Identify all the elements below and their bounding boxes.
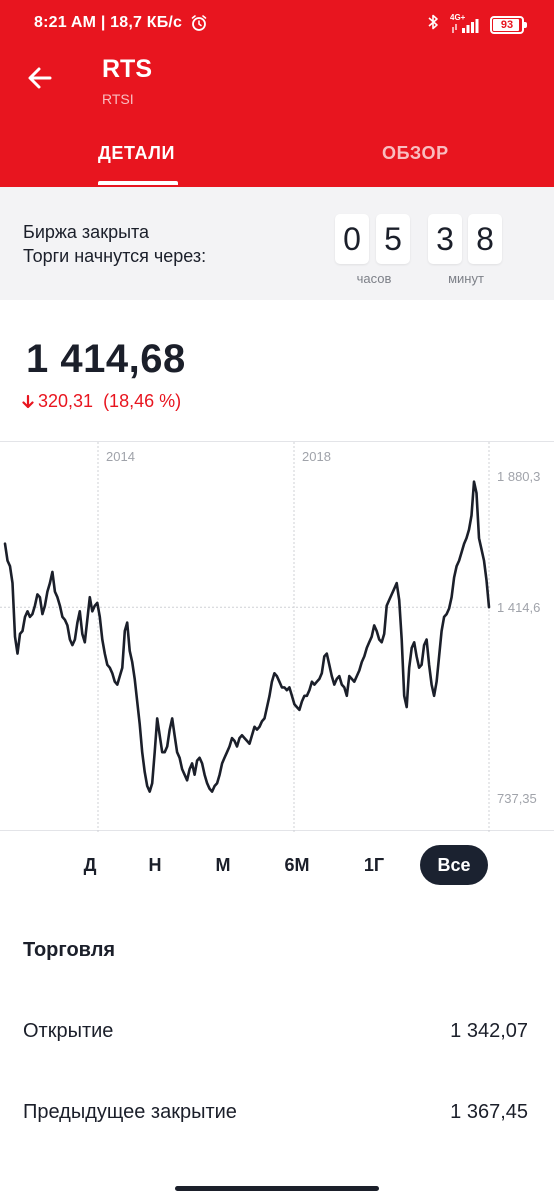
- market-status-panel: Биржа закрыта Торги начнутся через: 0 5 …: [0, 187, 554, 300]
- price-chart[interactable]: 2014 2018 1 880,3 1 414,6 737,35: [0, 441, 554, 832]
- countdown-minutes-unit: минут: [448, 271, 484, 286]
- price-line: [3, 480, 491, 793]
- x-axis-label: 2018: [302, 449, 331, 464]
- market-closed-label: Биржа закрыта: [23, 222, 150, 242]
- countdown-hours-digit-2: 5: [376, 214, 410, 264]
- arrow-down-icon: [22, 394, 34, 408]
- network-type: 4G+: [450, 12, 466, 22]
- price-change-percent: (18,46 %): [103, 391, 182, 411]
- range-all-button[interactable]: Все: [420, 845, 488, 885]
- clock-text: 8:21 AM: [34, 14, 97, 31]
- previous-close-value: 1 367,45: [450, 1101, 528, 1123]
- x-axis-label: 2014: [106, 449, 135, 464]
- y-axis-tick-label: 1 880,3: [497, 469, 540, 484]
- open-label: Открытие: [23, 1020, 114, 1042]
- status-time: 8:21 AM | 18,7 КБ/с: [34, 14, 182, 32]
- previous-close-label: Предыдущее закрытие: [23, 1101, 237, 1123]
- range-week-button[interactable]: Н: [148, 855, 162, 875]
- price-change-value: 320,31: [38, 391, 94, 411]
- status-bar: 8:21 AM | 18,7 КБ/с 4G+ 93: [0, 0, 554, 48]
- tab-details[interactable]: ДЕТАЛИ: [98, 143, 176, 163]
- countdown-hours-digit-1: 0: [335, 214, 369, 264]
- y-axis-tick-label: 737,35: [497, 791, 537, 806]
- countdown-minutes-digit-1: 3: [428, 214, 462, 264]
- range-year-button[interactable]: 1Г: [363, 855, 385, 875]
- battery-level: [493, 18, 519, 31]
- open-value: 1 342,07: [450, 1020, 528, 1042]
- range-day-button[interactable]: Д: [83, 855, 97, 875]
- arrow-left-icon: [28, 67, 52, 89]
- countdown-minutes-digit-2: 8: [468, 214, 502, 264]
- y-axis-tick-label: 1 414,6: [497, 600, 540, 615]
- trading-section-title: Торговля: [23, 939, 116, 961]
- battery-icon: 93: [490, 15, 527, 34]
- back-button[interactable]: [22, 60, 58, 96]
- market-opens-label: Торги начнутся через:: [23, 246, 207, 266]
- battery-nub: [524, 21, 527, 28]
- tab-overview[interactable]: ОБЗОР: [382, 143, 449, 163]
- range-month-button[interactable]: М: [215, 855, 231, 875]
- price-chart-svg: 2014 2018 1 880,3 1 414,6 737,35: [0, 442, 540, 832]
- active-tab-indicator: [98, 181, 178, 185]
- alarm-icon: [190, 14, 208, 37]
- price-change: 320,31 (18,46 %): [22, 391, 181, 412]
- battery-percent: 93: [500, 18, 514, 31]
- current-price: 1 414,68: [26, 337, 186, 381]
- home-indicator[interactable]: [175, 1186, 379, 1191]
- bluetooth-icon: [426, 13, 440, 36]
- range-6month-button[interactable]: 6М: [284, 855, 310, 875]
- page-subtitle: RTSI: [102, 91, 134, 107]
- app-header: 8:21 AM | 18,7 КБ/с 4G+ 93 RTS RTSI ДЕТА…: [0, 0, 554, 187]
- page-title: RTS: [102, 55, 152, 83]
- countdown-hours-unit: часов: [356, 271, 392, 286]
- network-speed: | 18,7 КБ/с: [100, 14, 183, 31]
- signal-icon: 4G+: [450, 12, 480, 34]
